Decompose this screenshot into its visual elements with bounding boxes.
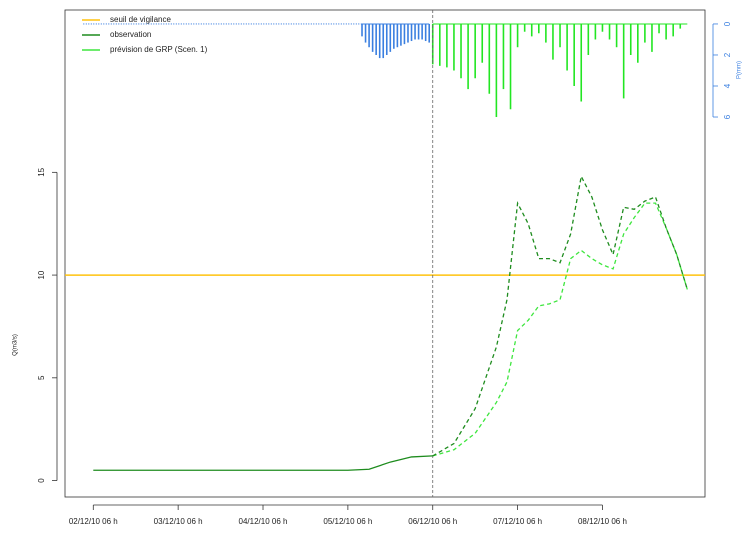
y2-tick-label: 4 <box>723 83 732 88</box>
y-tick-label: 0 <box>37 478 46 483</box>
y-tick-label: 15 <box>37 167 46 176</box>
plot-frame <box>64 9 706 498</box>
x-tick-label: 08/12/10 06 h <box>578 517 627 526</box>
y2-tick-label: 0 <box>723 21 732 26</box>
series-line <box>432 174 688 457</box>
legend-label: prévision de GRP (Scen. 1) <box>110 45 208 54</box>
y2-tick-label: 2 <box>723 52 732 57</box>
legend-label: seuil de vigilance <box>110 15 171 24</box>
x-tick-label: 06/12/10 06 h <box>408 517 457 526</box>
series-line <box>432 202 688 457</box>
y2-axis-label: P(mm) <box>737 61 743 79</box>
legend-label: observation <box>110 30 151 39</box>
y2-tick-label: 6 <box>723 114 732 119</box>
x-tick-label: 02/12/10 06 h <box>69 517 118 526</box>
x-tick-label: 07/12/10 06 h <box>493 517 542 526</box>
y-axis-label: Q(m3/s) <box>13 334 19 356</box>
x-tick-label: 04/12/10 06 h <box>239 517 288 526</box>
y-tick-label: 10 <box>37 270 46 279</box>
x-tick-label: 03/12/10 06 h <box>154 517 203 526</box>
series-line <box>93 455 433 471</box>
x-tick-label: 05/12/10 06 h <box>323 517 372 526</box>
y-tick-label: 5 <box>37 375 46 380</box>
